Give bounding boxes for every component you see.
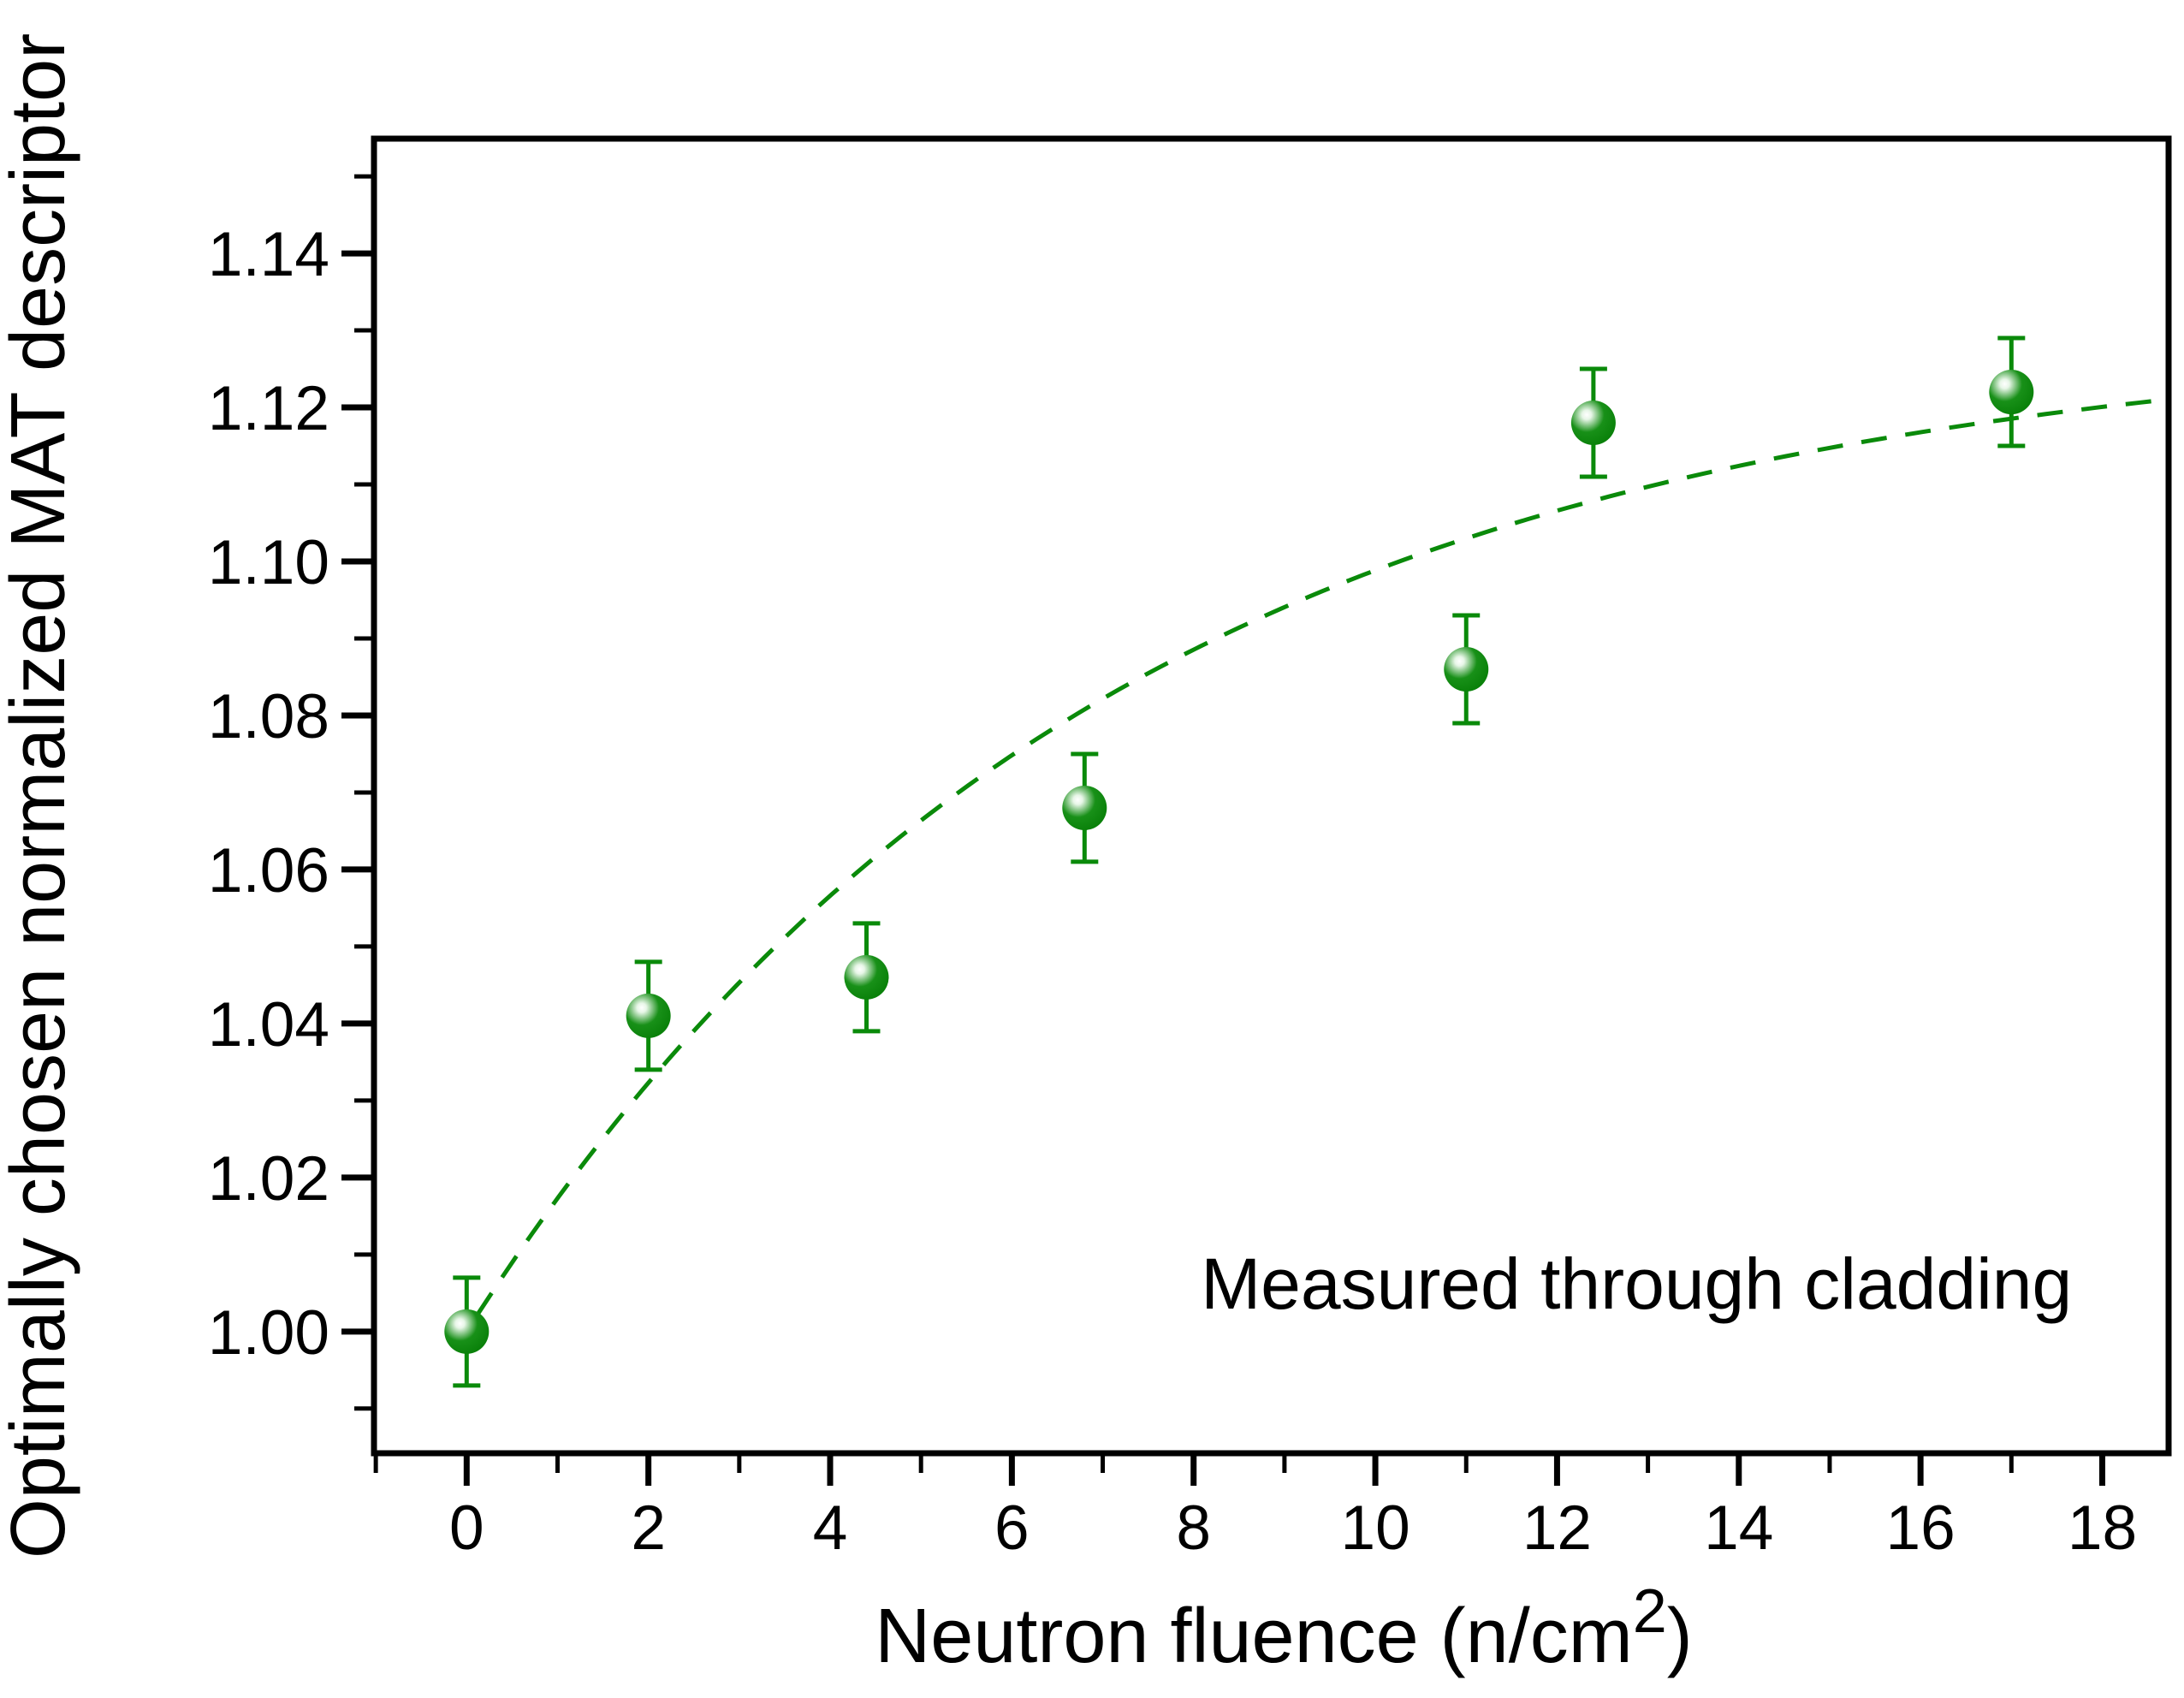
y-tick-label: 1.12 <box>208 374 329 443</box>
y-tick-label: 1.14 <box>208 220 329 289</box>
data-point-marker <box>626 993 671 1038</box>
x-tick-labels: 0 2 4 6 8 10 12 14 16 18 <box>449 1493 2137 1563</box>
y-tick-label: 1.08 <box>208 682 329 751</box>
data-point <box>626 959 671 1072</box>
data-point-marker <box>1570 401 1616 446</box>
x-tick-label: 16 <box>1886 1493 1956 1563</box>
data-point <box>444 1275 490 1388</box>
data-point <box>1570 366 1616 479</box>
y-tick-label: 1.04 <box>208 990 329 1060</box>
plot-frame <box>371 135 2172 1457</box>
y-axis-title: Optimally chosen normalized MAT descript… <box>0 33 81 1558</box>
x-tick-label: 2 <box>631 1493 666 1563</box>
axis-ticks <box>341 174 2105 1486</box>
data-point <box>844 921 889 1034</box>
data-point <box>1444 613 1489 726</box>
y-tick-labels: 1.00 1.02 1.04 1.06 1.08 1.10 1.12 1.14 <box>208 220 329 1368</box>
x-tick-label: 18 <box>2068 1493 2137 1563</box>
data-point-marker <box>1444 646 1489 692</box>
y-tick-label: 1.02 <box>208 1144 329 1214</box>
fit-curve <box>475 399 2155 1316</box>
data-point-marker <box>1989 370 2034 415</box>
y-tick-label: 1.06 <box>208 836 329 905</box>
y-tick-label: 1.10 <box>208 528 329 597</box>
x-tick-label: 14 <box>1704 1493 1773 1563</box>
data-point-marker <box>444 1309 490 1354</box>
x-tick-label: 8 <box>1176 1493 1211 1563</box>
x-tick-label: 0 <box>449 1493 484 1563</box>
x-axis-title: Neutron fluence (n/cm2) <box>875 1577 1692 1679</box>
data-point-marker <box>1062 785 1107 830</box>
x-tick-label: 6 <box>994 1493 1030 1563</box>
data-point <box>1989 335 2034 448</box>
data-series <box>444 335 2034 1388</box>
data-point-marker <box>844 954 889 1000</box>
x-tick-label: 10 <box>1340 1493 1410 1563</box>
x-tick-label: 4 <box>813 1493 848 1563</box>
data-point <box>1062 751 1107 864</box>
y-tick-label: 1.00 <box>208 1298 329 1368</box>
annotation-measured-through-cladding: Measured through cladding <box>1201 1244 2072 1324</box>
x-tick-label: 12 <box>1522 1493 1592 1563</box>
